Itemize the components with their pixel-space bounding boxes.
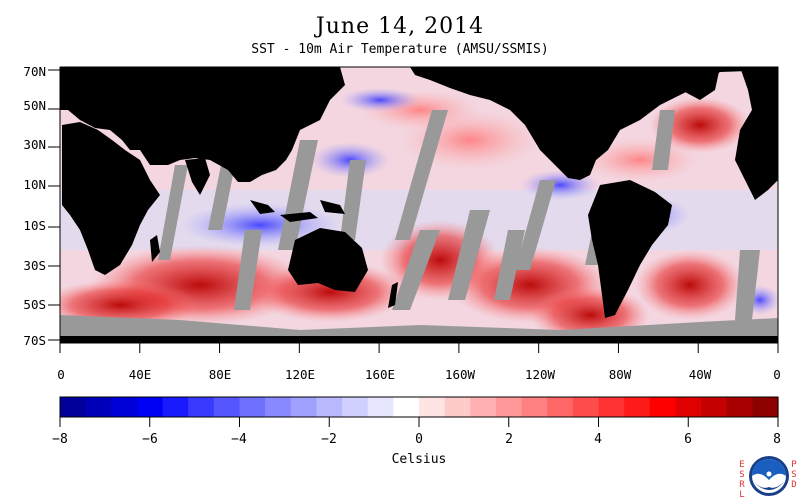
lat-label-50s: 50S — [23, 297, 46, 312]
latitude-ticks — [48, 69, 60, 341]
map-subtitle: SST - 10m Air Temperature (AMSU/SSMIS) — [251, 42, 549, 57]
lat-label-50n: 50N — [23, 98, 46, 113]
colorbar-ticks — [59, 417, 779, 427]
colorbar-swatch — [649, 397, 677, 417]
colorbar-swatch — [213, 397, 241, 417]
colorbar-swatch — [239, 397, 266, 417]
colorbar-label-2: 2 — [505, 432, 513, 447]
longitude-ticks — [59, 343, 779, 353]
lat-label-10s: 10S — [23, 218, 46, 233]
colorbar-swatch — [393, 397, 420, 417]
colorbar-swatch — [495, 397, 523, 417]
noaa-logo — [749, 456, 789, 496]
colorbar-swatch — [444, 397, 471, 417]
colorbar-swatch — [598, 397, 625, 417]
colorbar-swatch — [675, 397, 702, 417]
colorbar-swatch — [521, 397, 548, 417]
colorbar-swatch — [624, 397, 651, 417]
colorbar — [60, 397, 779, 417]
colorbar-swatch — [136, 397, 164, 417]
colorbar-swatch — [470, 397, 497, 417]
lat-label-70n: 70N — [23, 64, 46, 79]
colorbar-swatch — [701, 397, 728, 417]
colorbar-label-neg4: −4 — [231, 432, 247, 447]
colorbar-swatch — [162, 397, 189, 417]
colorbar-label-neg8: −8 — [52, 432, 68, 447]
colorbar-swatch — [547, 397, 574, 417]
colorbar-label-8: 8 — [773, 432, 781, 447]
colorbar-label-neg2: −2 — [321, 432, 337, 447]
colorbar-label-0: 0 — [415, 432, 423, 447]
colorbar-swatch — [572, 397, 600, 417]
lon-label-120e: 120E — [284, 367, 316, 382]
colorbar-label-6: 6 — [684, 432, 692, 447]
lon-label-40e: 40E — [128, 367, 152, 382]
colorbar-swatch — [85, 397, 112, 417]
map-frame — [59, 66, 779, 344]
lon-label-0-right: 0 — [773, 367, 781, 382]
colorbar-swatch — [342, 397, 369, 417]
esrl-text: E S R L — [739, 460, 745, 500]
colorbar-title: Celsius — [391, 452, 447, 467]
colorbar-swatch — [316, 397, 343, 417]
lon-label-80e: 80E — [208, 367, 232, 382]
lon-label-120w: 120W — [524, 367, 556, 382]
colorbar-swatch — [726, 397, 753, 417]
colorbar-swatch — [367, 397, 394, 417]
lat-label-10n: 10N — [23, 177, 46, 192]
colorbar-swatch — [111, 397, 138, 417]
lon-label-0-left: 0 — [57, 367, 65, 382]
lon-label-160w: 160W — [444, 367, 476, 382]
colorbar-label-neg6: −6 — [142, 432, 158, 447]
lat-label-70s: 70S — [23, 333, 46, 348]
lon-label-80w: 80W — [608, 367, 632, 382]
psd-text: P S D — [791, 460, 797, 490]
lon-label-40w: 40W — [688, 367, 712, 382]
colorbar-swatch — [188, 397, 215, 417]
map-field — [60, 67, 778, 343]
land-masses — [60, 67, 778, 343]
colorbar-swatch — [752, 397, 779, 417]
colorbar-swatch — [419, 397, 446, 417]
lon-label-160e: 160E — [364, 367, 396, 382]
lat-label-30n: 30N — [23, 137, 46, 152]
colorbar-swatch — [290, 397, 318, 417]
map-title: June 14, 2014 — [315, 14, 485, 39]
colorbar-swatch — [60, 397, 87, 417]
lat-label-30s: 30S — [23, 258, 46, 273]
colorbar-label-4: 4 — [594, 432, 602, 447]
colorbar-swatch — [265, 397, 292, 417]
